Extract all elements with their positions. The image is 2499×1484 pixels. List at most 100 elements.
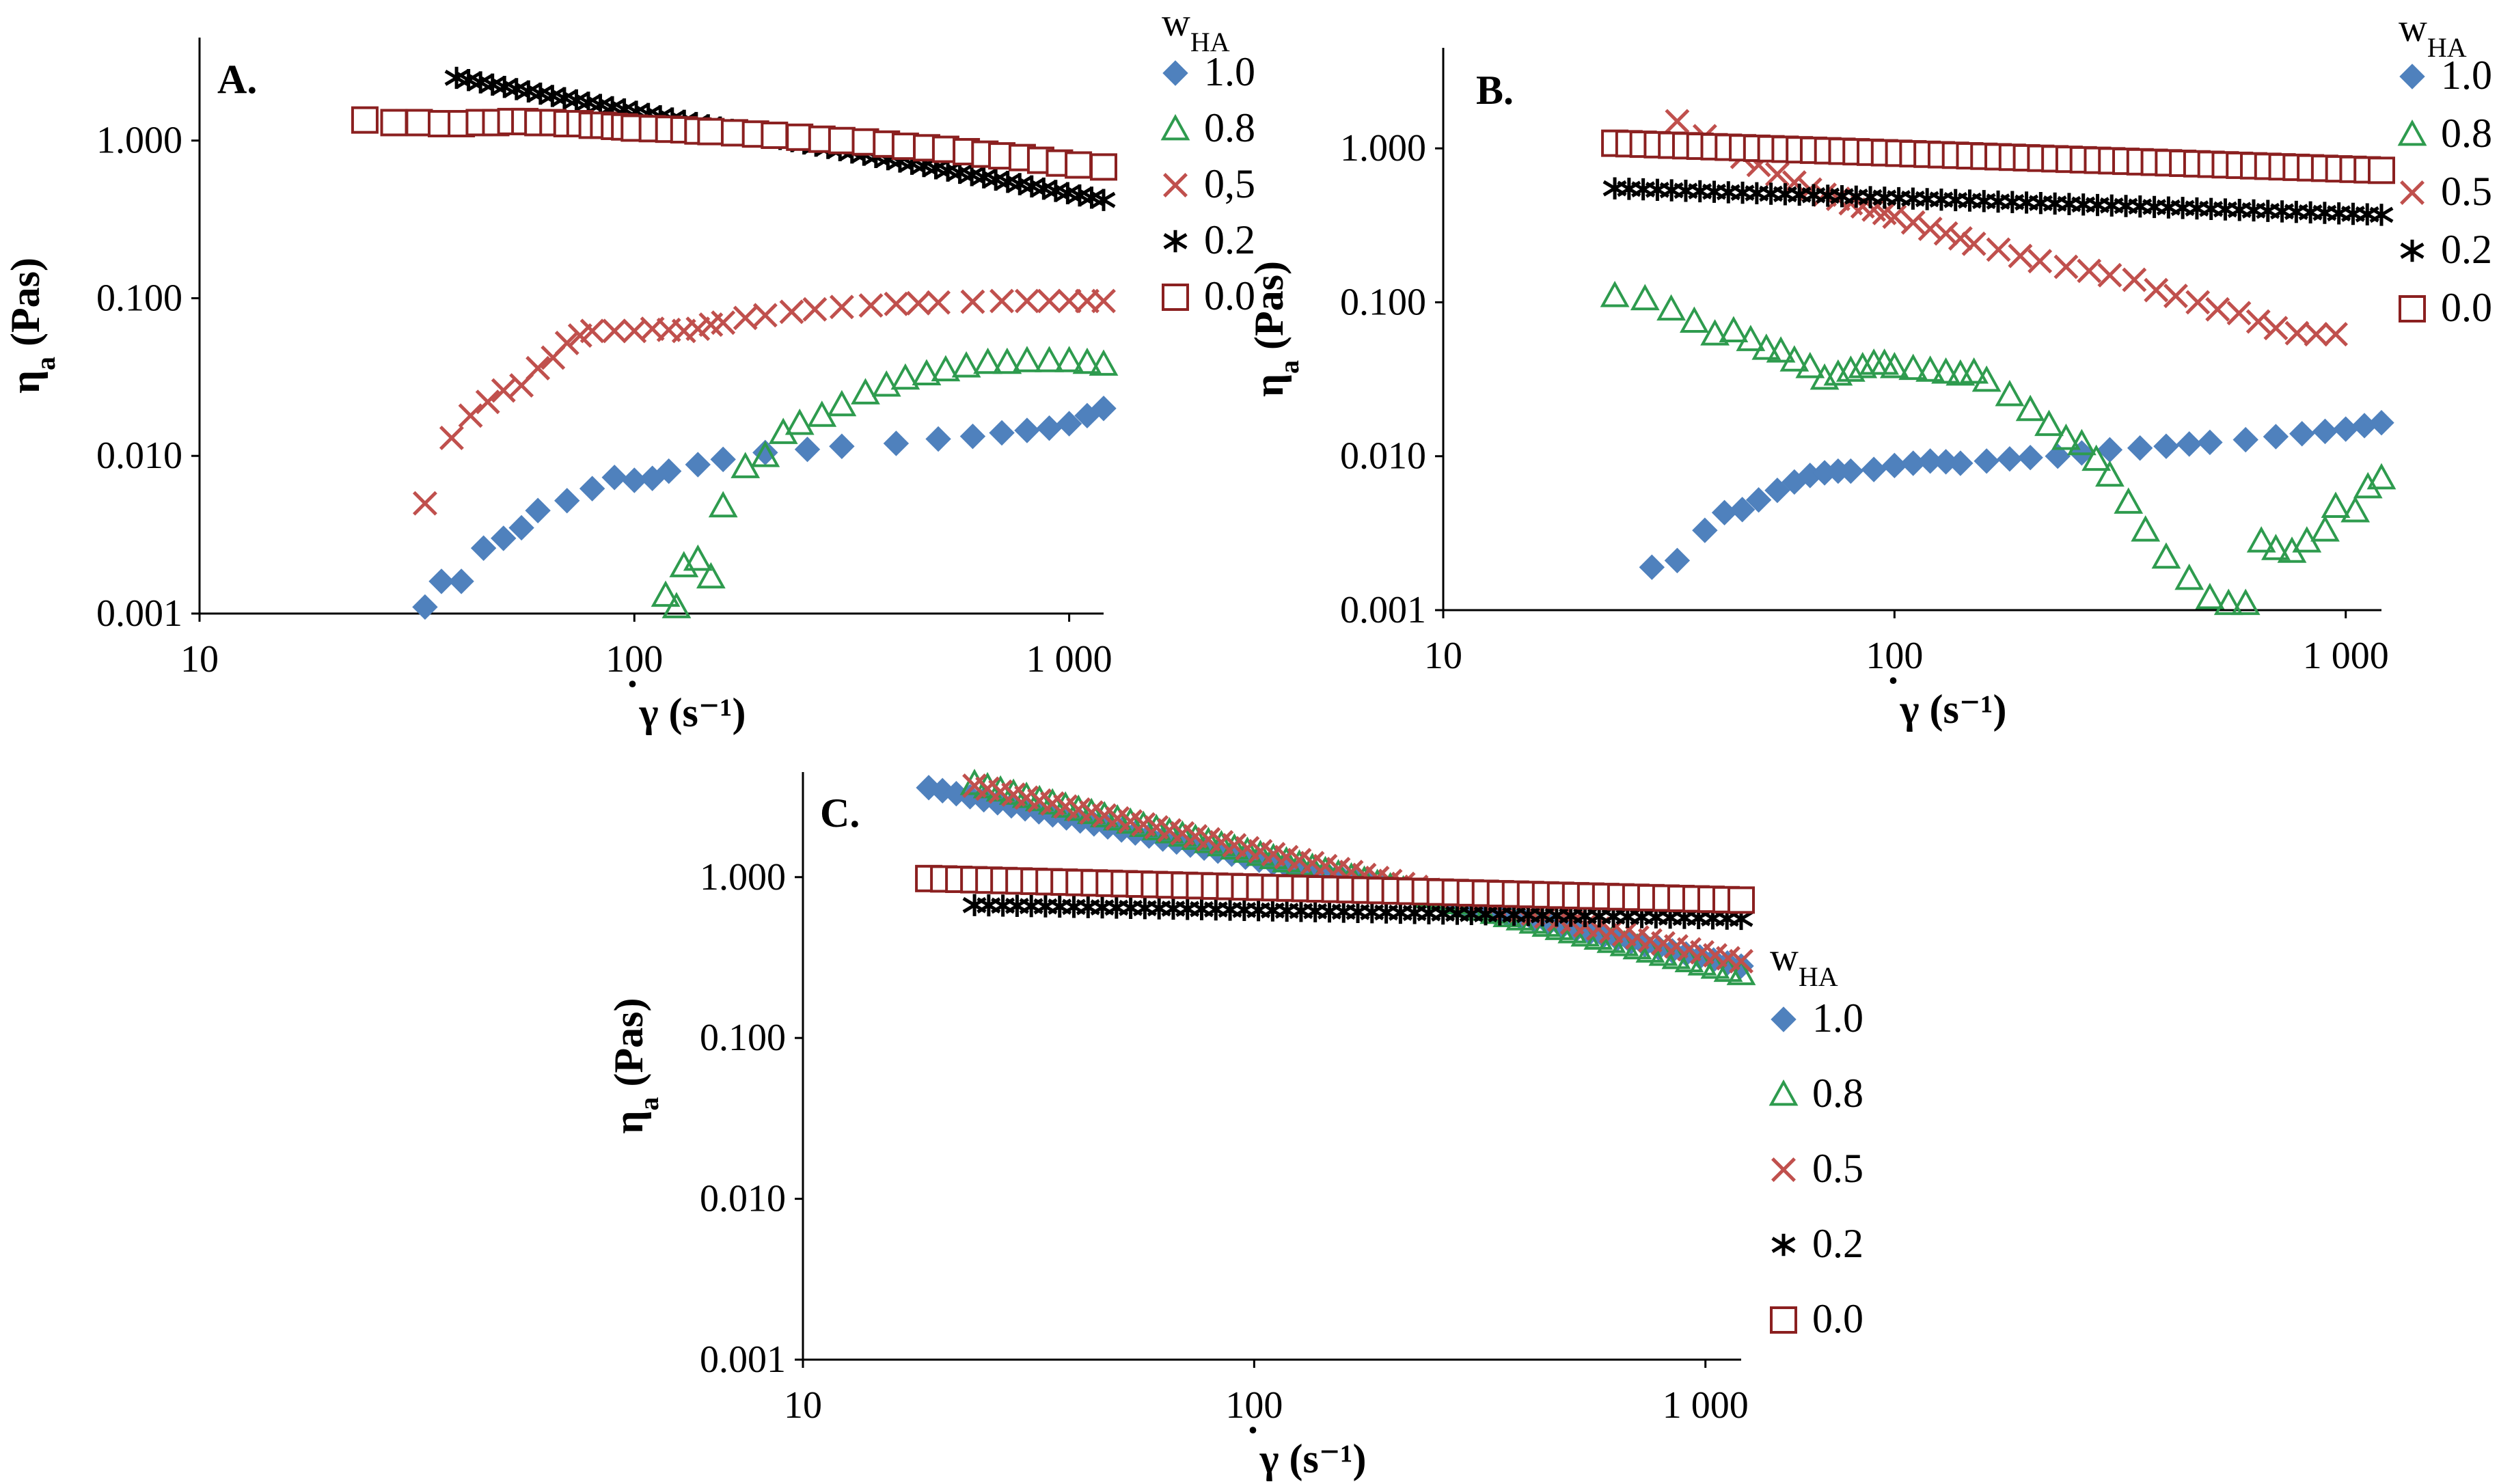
data-point	[2077, 258, 2102, 284]
data-point	[1745, 486, 1772, 513]
y-tick-label: 0.001	[96, 592, 182, 635]
data-point	[491, 525, 517, 551]
data-point	[2213, 588, 2243, 616]
data-point	[2057, 193, 2081, 215]
data-point	[1700, 319, 1730, 346]
y-axis-title: ηa (Pas)	[1246, 261, 1305, 397]
data-point	[1736, 325, 1766, 351]
data-point	[1759, 182, 1784, 205]
data-point	[1019, 895, 1043, 918]
x-tick-label: 1 000	[1663, 1384, 1749, 1427]
data-point	[1971, 190, 1996, 212]
data-point	[1033, 895, 1058, 918]
legend-marker	[1163, 230, 1188, 253]
legend-title-main: w	[1162, 0, 1190, 44]
data-point	[2205, 297, 2230, 322]
data-point	[458, 403, 483, 428]
data-point	[1659, 179, 1684, 202]
data-point	[2034, 409, 2064, 437]
data-point	[750, 441, 780, 467]
data-point	[2312, 418, 2338, 445]
data-point	[784, 409, 815, 435]
data-point	[807, 400, 837, 427]
series-0.2	[962, 894, 1753, 931]
legend-title-sub: HA	[1190, 27, 1230, 57]
legend-label: 0.2	[2441, 227, 2492, 272]
data-point	[1729, 497, 1756, 523]
series-0.0	[351, 106, 1117, 181]
data-point	[2366, 463, 2396, 490]
data-point	[884, 291, 909, 316]
data-point	[1056, 411, 1082, 437]
data-point	[1656, 294, 1686, 321]
data-point	[2153, 433, 2179, 459]
y-axis-title-unit: (Pas)	[3, 258, 48, 357]
data-point	[708, 491, 738, 518]
data-point	[1076, 896, 1100, 918]
data-point	[1630, 284, 1660, 311]
data-point	[1948, 450, 1974, 476]
legend-marker	[1771, 1006, 1797, 1032]
y-axis-title-sub: a	[1274, 360, 1305, 374]
y-tick-label: 0.001	[1340, 589, 1426, 631]
data-point	[2227, 199, 2252, 221]
data-point	[601, 465, 627, 491]
data-point	[960, 289, 985, 314]
data-point	[554, 488, 580, 514]
data-point	[1005, 894, 1029, 918]
legend-marker	[1771, 1233, 1796, 1256]
data-point	[2226, 301, 2252, 326]
data-point	[1931, 357, 1961, 384]
data-point	[1388, 901, 1412, 924]
legend-title: wHA	[1162, 0, 1230, 57]
data-point	[1154, 816, 1184, 844]
data-point	[2298, 201, 2323, 224]
data-point	[2241, 199, 2266, 222]
legend-label: 0.2	[1204, 217, 1255, 262]
data-point	[2263, 424, 2289, 450]
data-point	[351, 106, 379, 134]
data-point	[2197, 429, 2223, 456]
legend-title-main: w	[2399, 5, 2427, 50]
panel-label: A.	[217, 57, 257, 102]
x-axis-title-dot: ·	[625, 661, 639, 706]
data-point	[1764, 477, 1790, 504]
data-point	[1602, 177, 1627, 200]
panel-label: B.	[1476, 68, 1514, 113]
data-point	[1730, 181, 1755, 204]
data-point	[1203, 898, 1228, 921]
legend-title-sub: HA	[1799, 961, 1838, 992]
data-point	[2333, 416, 2359, 442]
x-tick-label: 100	[605, 638, 663, 681]
data-point	[1161, 897, 1186, 920]
data-point	[1090, 896, 1115, 919]
data-point	[412, 594, 438, 620]
data-point	[2355, 203, 2379, 225]
x-tick-label: 100	[1866, 635, 1923, 677]
data-point	[2256, 200, 2280, 222]
data-point	[1141, 814, 1171, 840]
data-point	[2185, 290, 2211, 315]
data-point	[1012, 346, 1042, 372]
data-point	[1104, 896, 1129, 919]
data-point	[1035, 346, 1064, 372]
data-point	[1986, 190, 2010, 213]
legend-label: 0.2	[1812, 1221, 1863, 1266]
data-point	[1971, 365, 2002, 392]
data-point	[2045, 443, 2071, 469]
data-point	[696, 562, 726, 589]
data-point	[491, 378, 516, 403]
data-point	[1076, 797, 1106, 825]
legend-label: 0.8	[1204, 105, 1255, 150]
series-1.0	[412, 396, 1117, 620]
data-point	[786, 123, 814, 151]
data-point	[1617, 178, 1641, 200]
data-point	[1360, 901, 1384, 924]
y-tick-label: 0.100	[1340, 281, 1426, 323]
y-tick-label: 0.010	[1340, 435, 1426, 478]
data-point	[973, 347, 1002, 374]
data-point	[2368, 156, 2395, 184]
data-point	[1728, 886, 1755, 914]
data-point	[412, 491, 437, 516]
